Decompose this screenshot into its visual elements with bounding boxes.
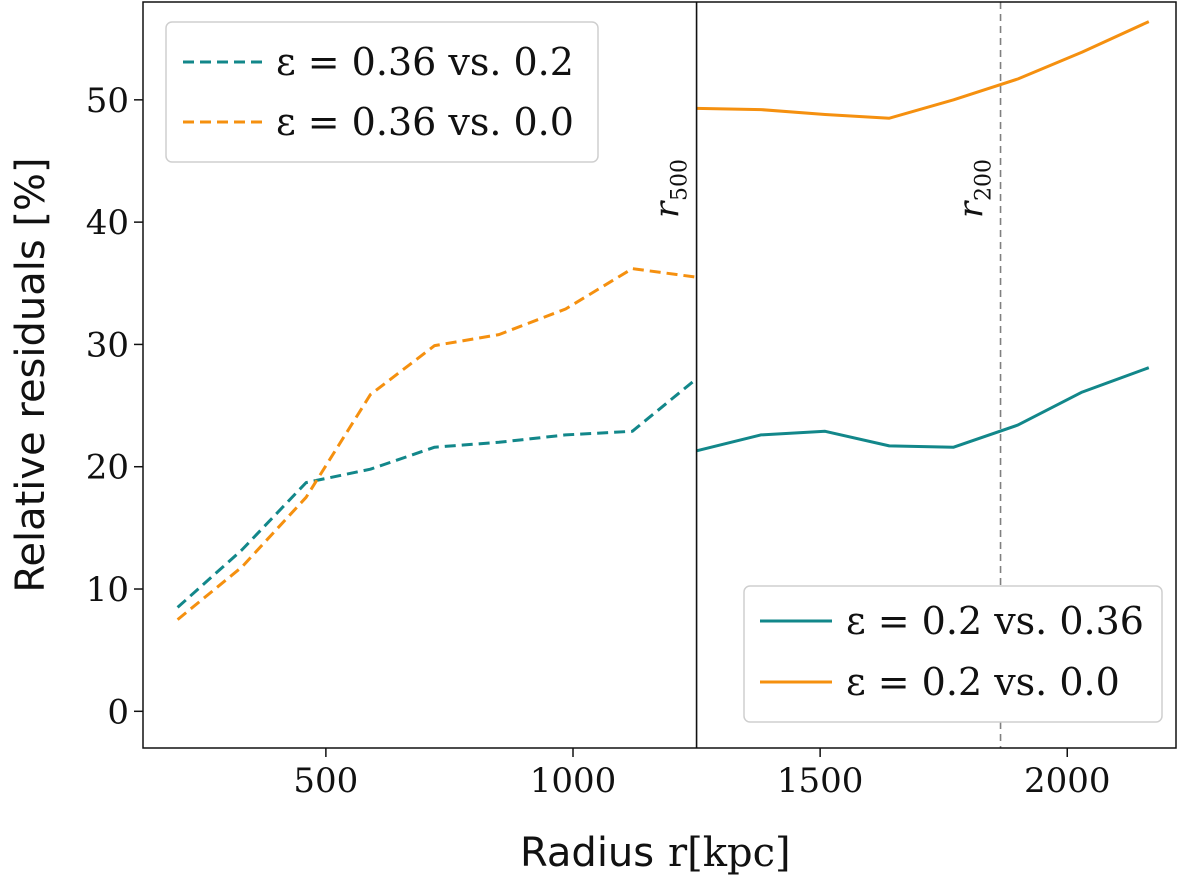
- x-axis-ticks: 500 1000 1500 2000: [293, 748, 1111, 801]
- vline-label-subscript: 200: [972, 159, 997, 201]
- series-line-4: [696, 20, 1150, 120]
- legend-label: ε = 0.2 vs. 0.0: [846, 660, 1120, 704]
- legend-bottom-right: ε = 0.2 vs. 0.36 ε = 0.2 vs. 0.0: [743, 585, 1163, 723]
- y-tick-label: 0: [107, 692, 129, 732]
- x-tick-label: 2000: [1024, 761, 1111, 801]
- y-axis-ticks: 0 10 20 30 40 50: [86, 81, 143, 732]
- legend-label: ε = 0.36 vs. 0.0: [276, 100, 574, 144]
- legend-box: [165, 21, 599, 163]
- vline-label-symbol: r: [952, 200, 992, 218]
- x-tick-label: 500: [293, 761, 358, 801]
- legend-label: ε = 0.36 vs. 0.2: [276, 40, 574, 84]
- legend-box: [743, 585, 1163, 723]
- y-axis-label: Relative residuals [%]: [8, 157, 54, 592]
- series-line-2: [176, 267, 697, 621]
- legend-top-left: ε = 0.36 vs. 0.2 ε = 0.36 vs. 0.0: [165, 21, 599, 163]
- plot-frame: [142, 1, 1177, 749]
- vline-label-subscript: 500: [668, 159, 693, 201]
- x-tick-label: 1500: [777, 761, 864, 801]
- series-line-1: [176, 377, 698, 609]
- x-axis-label: Radius: [520, 830, 654, 876]
- series-layer: [176, 20, 1150, 621]
- y-tick-label: 10: [86, 570, 129, 610]
- x-axis-unit: r[kpc]: [668, 830, 791, 876]
- y-tick-label: 50: [86, 81, 129, 121]
- y-tick-label: 40: [86, 203, 129, 243]
- y-tick-label: 20: [86, 448, 129, 488]
- vline-label-symbol: r: [648, 200, 688, 218]
- y-tick-label: 30: [86, 325, 129, 365]
- x-tick-label: 1000: [530, 761, 617, 801]
- legend-label: ε = 0.2 vs. 0.36: [846, 599, 1144, 643]
- series-line-3: [696, 366, 1150, 453]
